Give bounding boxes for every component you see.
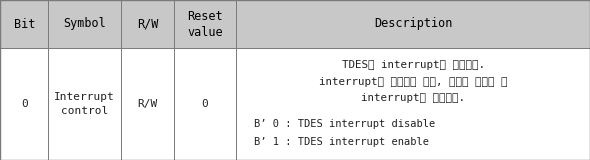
Text: B’ 0 : TDES interrupt disable: B’ 0 : TDES interrupt disable <box>254 119 435 129</box>
Text: Description: Description <box>374 17 452 31</box>
Bar <box>48 48 121 160</box>
Text: interrupt를 활성화할 경우, 연산이 끝났을 때: interrupt를 활성화할 경우, 연산이 끝났을 때 <box>319 77 507 87</box>
Text: B’ 1 : TDES interrupt enable: B’ 1 : TDES interrupt enable <box>254 137 429 147</box>
Bar <box>174 0 236 48</box>
Text: 0: 0 <box>21 99 28 109</box>
Text: Reset
value: Reset value <box>187 9 223 39</box>
Text: Interrupt
control: Interrupt control <box>54 92 115 116</box>
Bar <box>121 0 174 48</box>
Text: interrupt가 발생한다.: interrupt가 발생한다. <box>361 93 465 103</box>
Text: R/W: R/W <box>137 17 158 31</box>
Text: Symbol: Symbol <box>63 17 106 31</box>
Bar <box>236 0 590 48</box>
Text: R/W: R/W <box>137 99 158 109</box>
Bar <box>236 48 590 160</box>
Text: TDES의 interrupt를 설정한다.: TDES의 interrupt를 설정한다. <box>342 60 484 70</box>
Bar <box>121 48 174 160</box>
Bar <box>0 48 48 160</box>
Bar <box>0 0 48 48</box>
Text: 0: 0 <box>202 99 208 109</box>
Ellipse shape <box>263 0 587 124</box>
Bar <box>48 0 121 48</box>
Bar <box>174 48 236 160</box>
Text: Bit: Bit <box>14 17 35 31</box>
